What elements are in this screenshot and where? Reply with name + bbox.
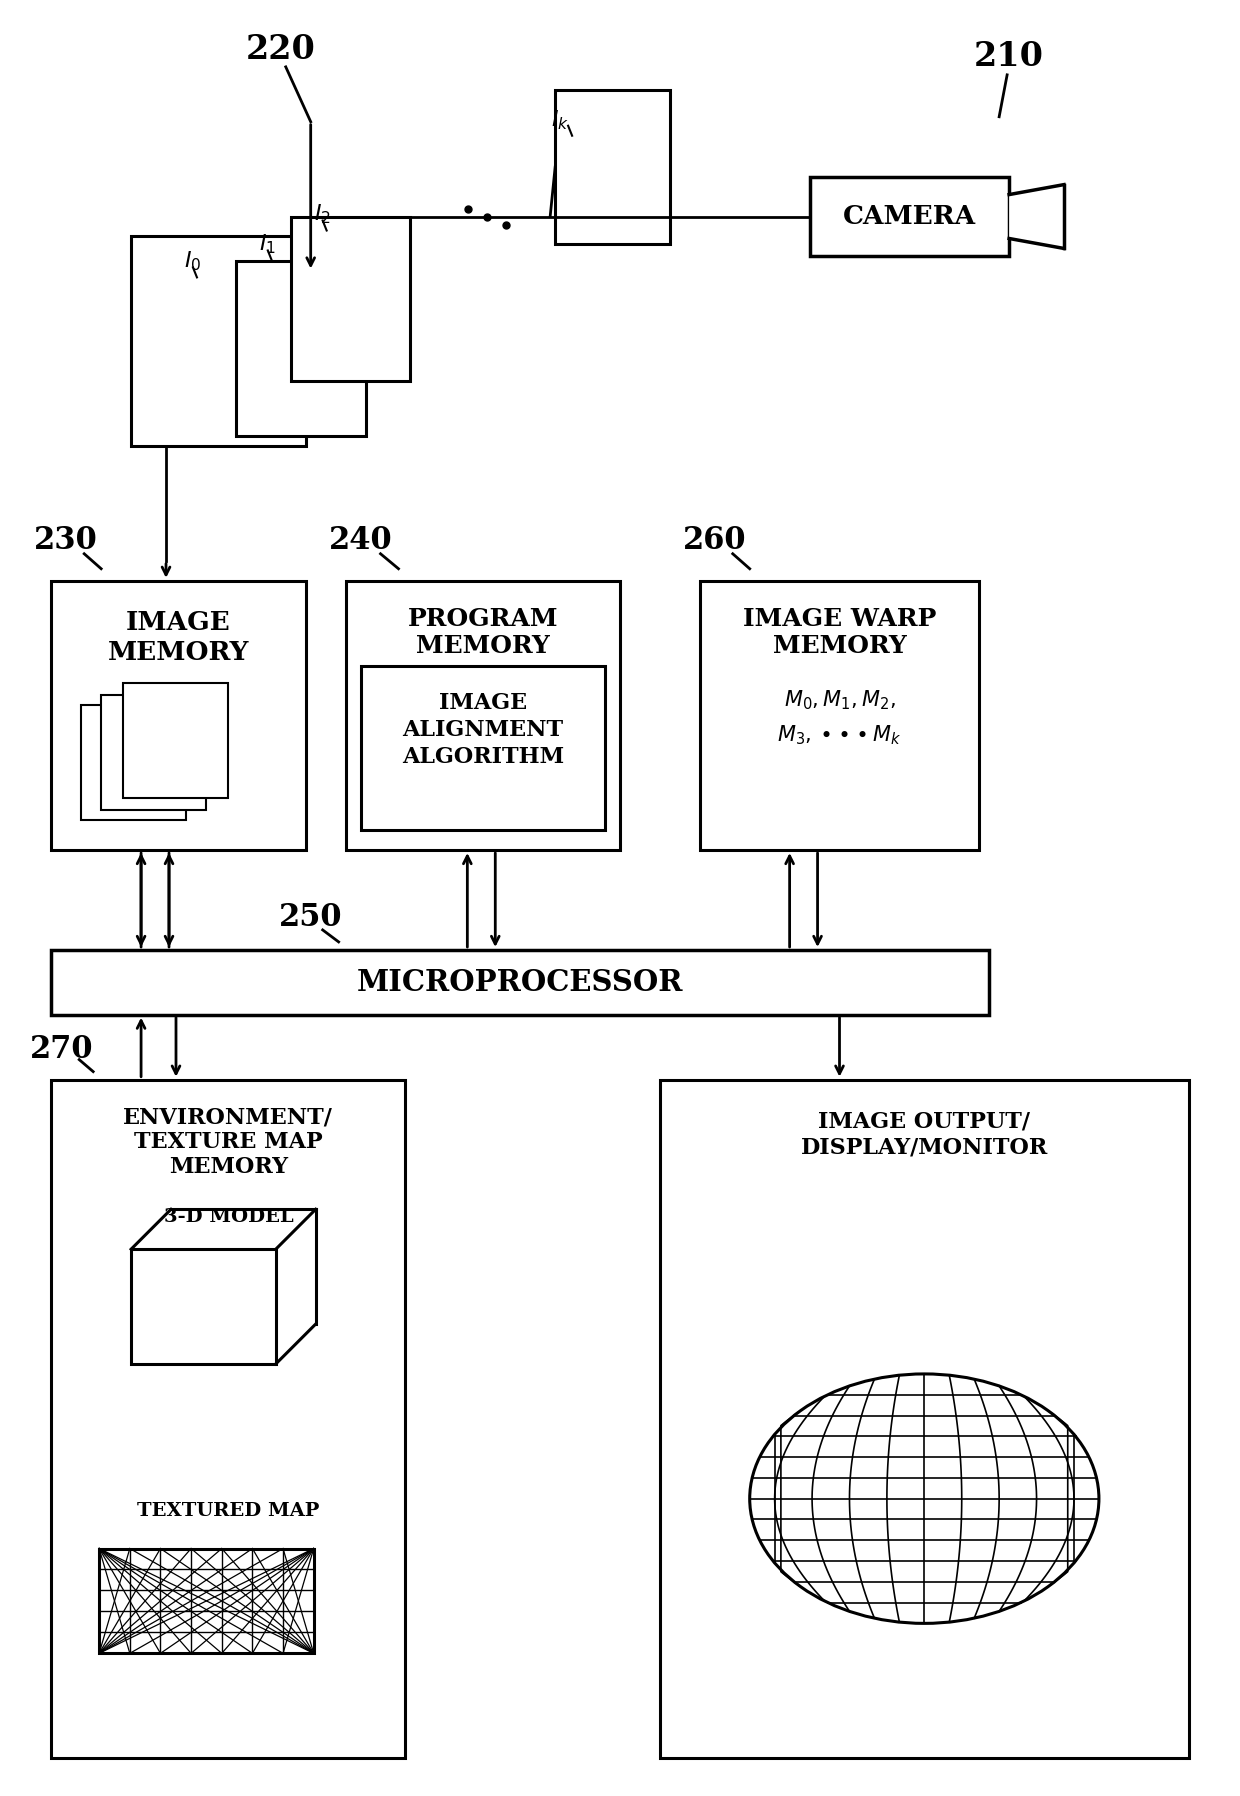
Text: MICROPROCESSOR: MICROPROCESSOR (357, 968, 683, 997)
Text: TEXTURED MAP: TEXTURED MAP (138, 1501, 320, 1519)
Bar (346, 580, 620, 850)
Text: $I_k$: $I_k$ (551, 108, 569, 131)
Text: MEMORY: MEMORY (773, 634, 906, 657)
Bar (81, 706, 186, 821)
Text: $M_3, \bullet\!\bullet\!\bullet M_k$: $M_3, \bullet\!\bullet\!\bullet M_k$ (777, 724, 901, 747)
Polygon shape (1009, 185, 1064, 248)
Text: 270: 270 (30, 1034, 93, 1065)
Bar (51, 950, 990, 1015)
Text: ALIGNMENT: ALIGNMENT (402, 720, 563, 742)
Text: MEMORY: MEMORY (108, 639, 249, 665)
Text: 3-D MODEL: 3-D MODEL (164, 1209, 293, 1227)
Bar (99, 1548, 314, 1654)
Bar (131, 237, 306, 445)
Bar (131, 1250, 275, 1363)
Text: 220: 220 (246, 34, 316, 66)
Bar (236, 262, 366, 436)
Text: 260: 260 (683, 524, 746, 557)
Bar (556, 90, 670, 244)
Bar (51, 1079, 405, 1758)
Text: MEMORY: MEMORY (415, 634, 549, 657)
Text: PROGRAM: PROGRAM (408, 607, 558, 630)
Text: 240: 240 (329, 524, 392, 557)
Text: $I_0$: $I_0$ (185, 250, 202, 273)
Text: $M_0, M_1, M_2,$: $M_0, M_1, M_2,$ (784, 688, 895, 713)
Bar (290, 217, 410, 381)
Bar (51, 580, 306, 850)
Bar (699, 580, 980, 850)
Bar (660, 1079, 1189, 1758)
Bar (361, 666, 605, 830)
Text: TEXTURE MAP: TEXTURE MAP (134, 1131, 322, 1153)
Text: 210: 210 (975, 40, 1044, 74)
Bar (810, 176, 1009, 257)
Text: $I_1$: $I_1$ (259, 233, 277, 257)
Text: DISPLAY/MONITOR: DISPLAY/MONITOR (801, 1137, 1048, 1158)
Text: $I_2$: $I_2$ (314, 203, 331, 226)
Text: IMAGE: IMAGE (439, 693, 527, 715)
Text: MEMORY: MEMORY (169, 1157, 288, 1178)
Text: ALGORITHM: ALGORITHM (402, 747, 564, 769)
Text: IMAGE OUTPUT/: IMAGE OUTPUT/ (818, 1110, 1030, 1133)
Text: ENVIRONMENT/: ENVIRONMENT/ (124, 1106, 334, 1128)
Text: IMAGE: IMAGE (126, 611, 231, 636)
Text: IMAGE WARP: IMAGE WARP (743, 607, 936, 630)
Text: CAMERA: CAMERA (843, 205, 976, 230)
Bar (102, 695, 206, 810)
Bar (123, 684, 228, 797)
Text: 250: 250 (279, 902, 342, 934)
Text: 230: 230 (35, 524, 98, 557)
